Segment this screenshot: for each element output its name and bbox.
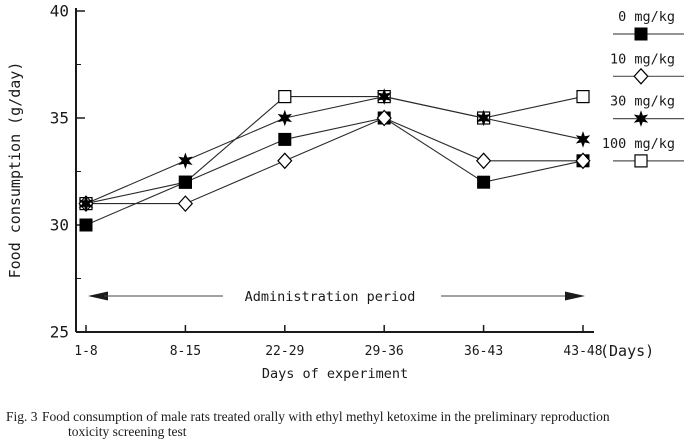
marker-open-diamond — [376, 109, 392, 127]
legend-label-100-mg-kg: 100 mg/kg — [602, 136, 675, 152]
y-tick-label: 30 — [50, 216, 69, 235]
marker-open-square — [278, 89, 292, 104]
marker-filled-star — [277, 109, 292, 127]
x-axis-title: Days of experiment — [262, 366, 408, 382]
marker-filled-star — [575, 131, 591, 148]
figure-caption-text-line2: toxicity screening test — [68, 424, 187, 439]
food-consumption-line-chart: 25 30 35 40 1-8 8-15 22-29 29-36 36-43 43-48(Days… — [6, 2, 684, 382]
x-tick-label: 8-15 — [170, 344, 201, 359]
y-axis-title: Food consumption (g/day) — [6, 62, 24, 279]
x-axis-unit-label: (Days) — [600, 342, 654, 360]
marker-open-square — [576, 89, 590, 104]
marker-open-square — [634, 154, 648, 168]
marker-filled-square — [79, 218, 93, 232]
series-line-0-mg-kg — [85, 117, 584, 226]
figure-caption-label: Fig. 3 — [6, 409, 38, 424]
marker-filled-square — [178, 175, 192, 189]
x-tick-label: 1-8 — [74, 344, 97, 359]
marker-filled-star — [78, 195, 94, 212]
administration-period-label: Administration period — [245, 289, 416, 305]
series-line-30-mg-kg — [85, 96, 584, 205]
right-arrowhead — [565, 291, 585, 301]
y-tick-label: 25 — [50, 323, 69, 342]
y-tick-label: 35 — [50, 109, 69, 128]
marker-open-diamond — [277, 152, 293, 170]
legend-label-30-mg-kg: 30 mg/kg — [610, 94, 675, 110]
marker-filled-square — [634, 27, 648, 41]
x-tick-label: 36-43 — [464, 344, 503, 359]
left-arrowhead — [88, 291, 108, 301]
marker-open-diamond — [633, 67, 649, 85]
x-tick-label: 22-29 — [265, 344, 304, 359]
marker-open-diamond — [575, 152, 591, 170]
marker-open-diamond — [475, 152, 492, 170]
legend-label-10-mg-kg: 10 mg/kg — [610, 51, 675, 67]
marker-filled-square — [278, 132, 292, 146]
x-tick-label: 43-48 — [563, 344, 602, 359]
legend-label-0-mg-kg: 0 mg/kg — [618, 9, 675, 25]
marker-filled-star — [476, 109, 491, 127]
y-tick-label: 40 — [50, 2, 69, 21]
marker-filled-star — [178, 152, 193, 170]
marker-filled-star — [633, 110, 649, 127]
marker-filled-square — [477, 175, 491, 189]
figure-caption-text: Food consumption of male rats treated or… — [42, 409, 610, 424]
marker-open-diamond — [177, 195, 194, 212]
series-line-10-mg-kg — [86, 117, 583, 205]
x-tick-label: 29-36 — [365, 344, 404, 359]
marker-filled-star — [377, 88, 392, 105]
series-line-100-mg-kg — [85, 96, 584, 205]
